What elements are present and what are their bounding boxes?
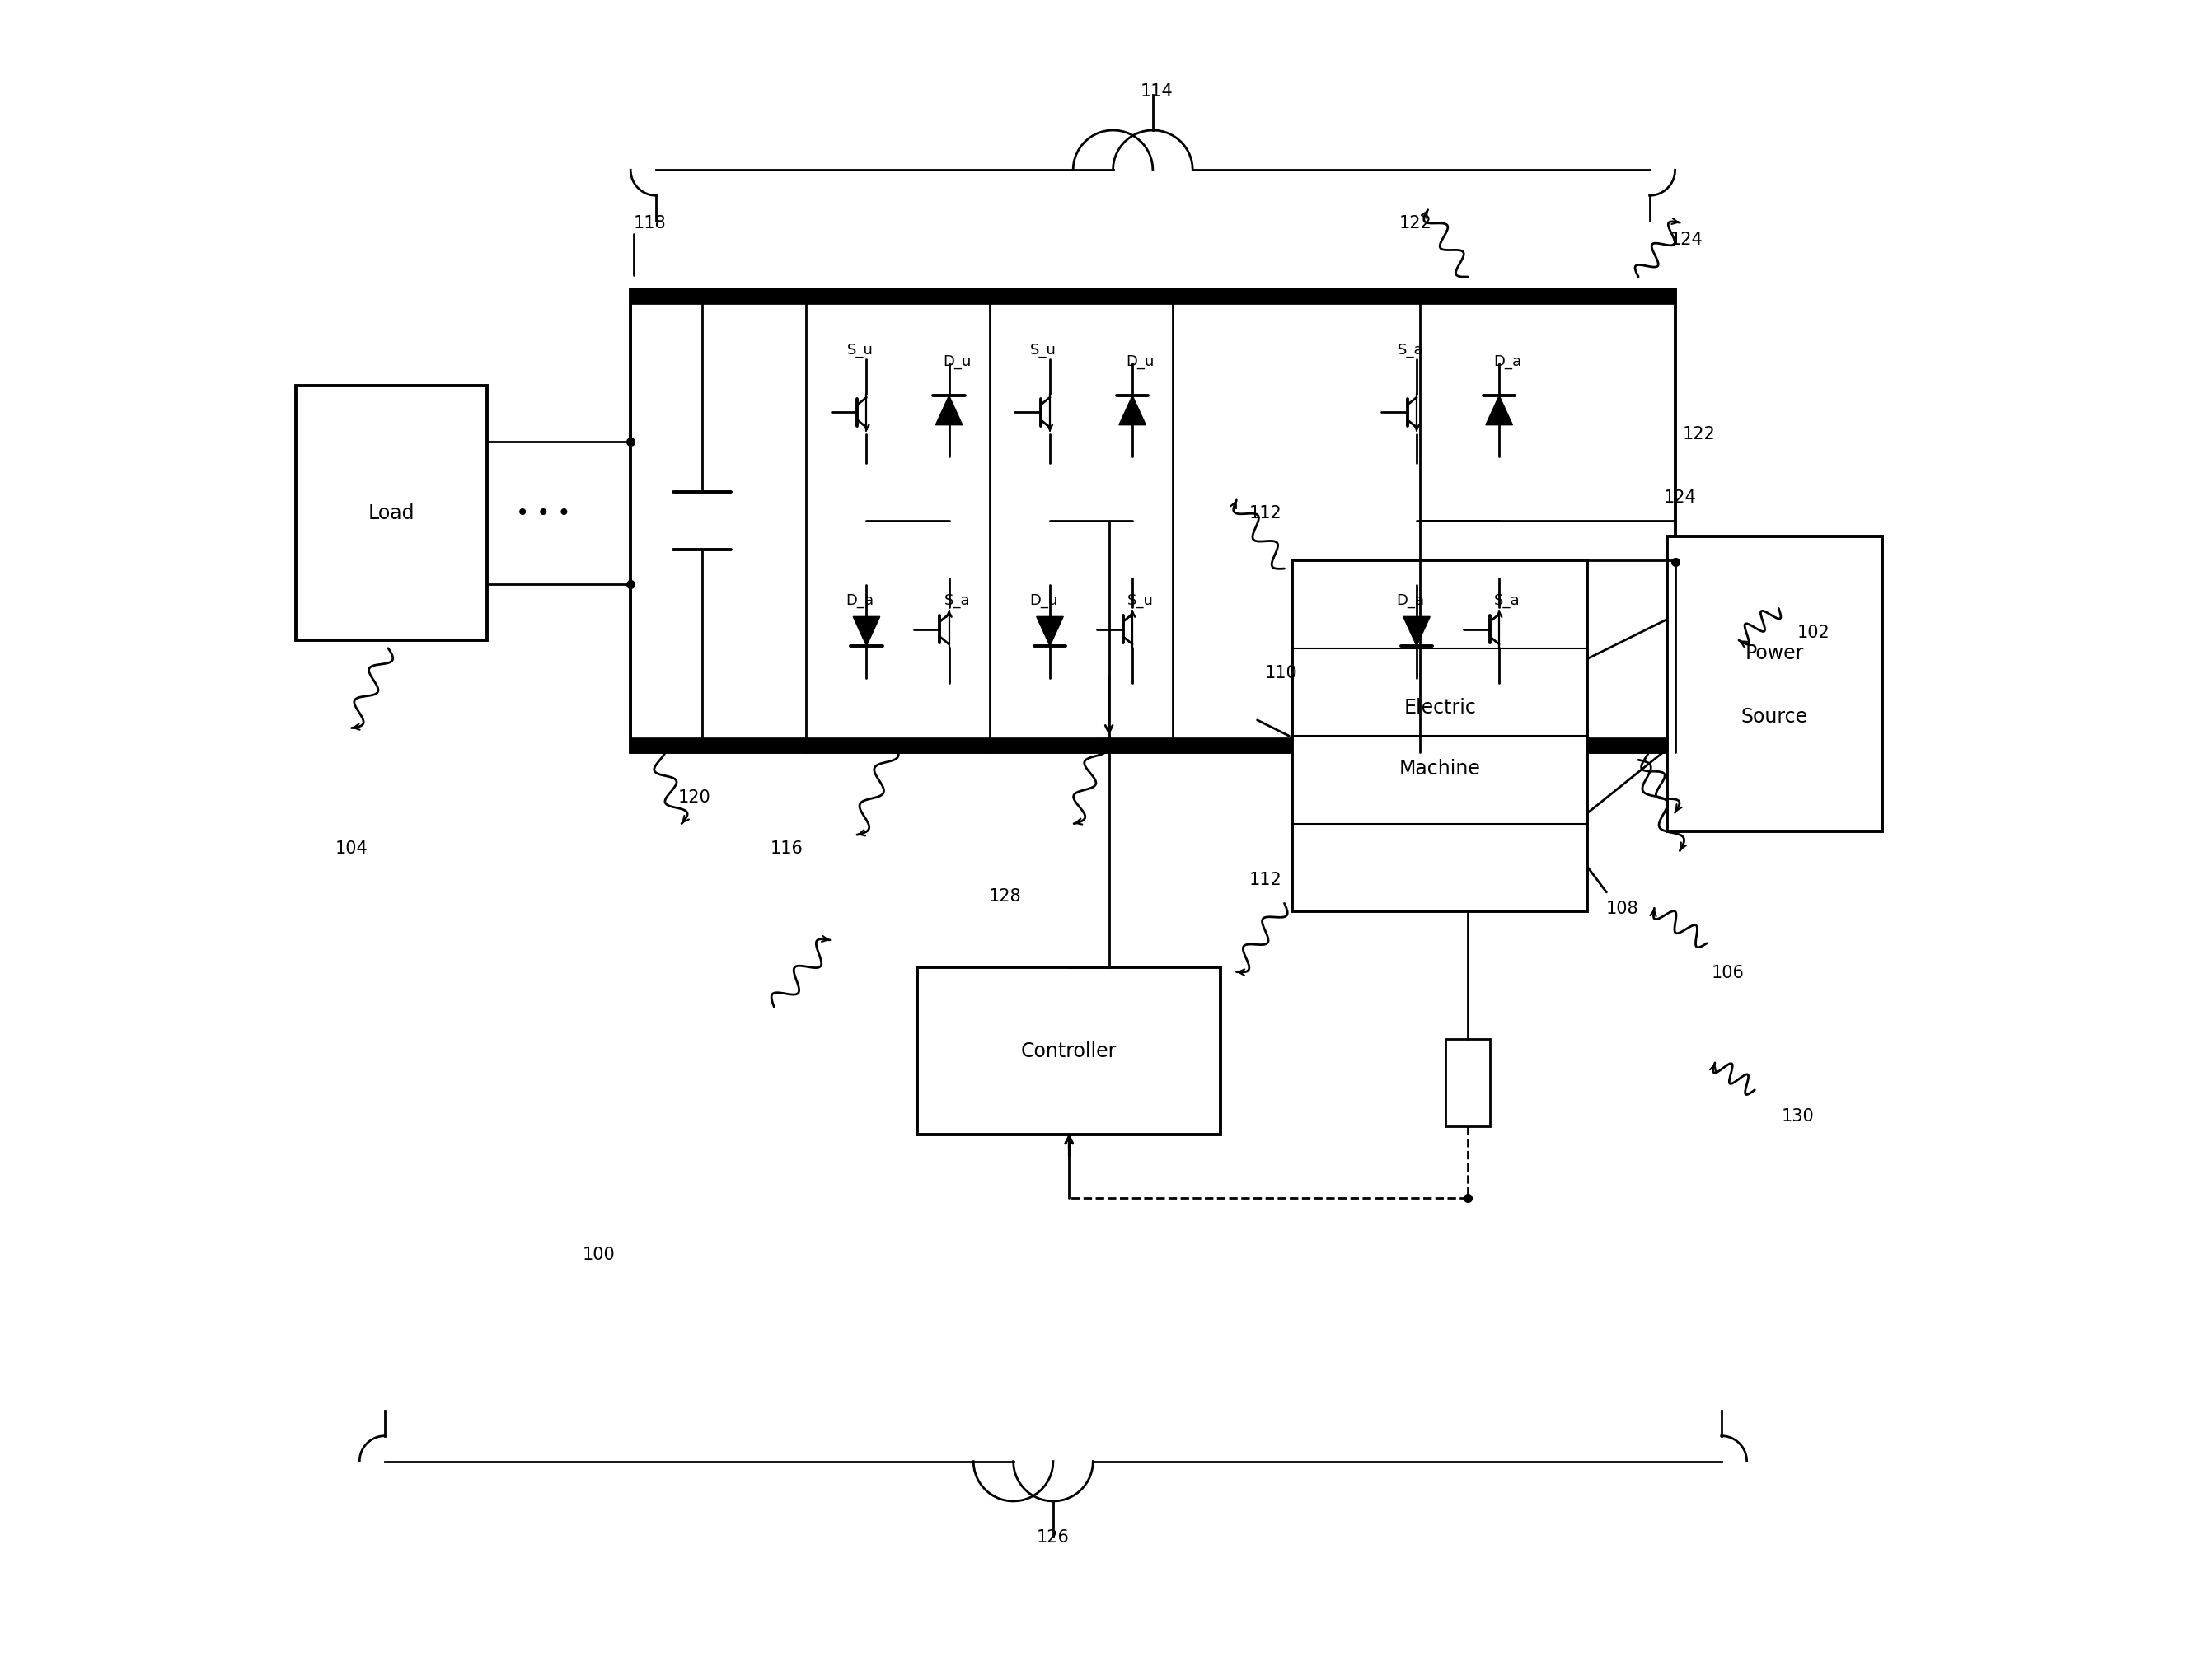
Text: D_u: D_u — [1125, 354, 1154, 368]
Text: S_u: S_u — [848, 343, 874, 358]
Text: 124: 124 — [1669, 232, 1702, 247]
Text: 128: 128 — [989, 887, 1022, 904]
Polygon shape — [936, 396, 962, 425]
Polygon shape — [1486, 396, 1513, 425]
Text: D_a: D_a — [846, 593, 874, 608]
Text: 112: 112 — [1249, 872, 1282, 889]
Text: 102: 102 — [1797, 625, 1830, 642]
Text: 112: 112 — [1249, 506, 1282, 521]
Text: D_u: D_u — [942, 354, 971, 368]
Text: Machine: Machine — [1398, 758, 1480, 778]
Bar — [630, 291, 1676, 304]
Text: S_a: S_a — [1398, 343, 1422, 358]
Text: 120: 120 — [678, 788, 711, 805]
Text: 122: 122 — [1398, 215, 1431, 232]
Text: • • •: • • • — [515, 502, 570, 524]
Text: S_u: S_u — [1031, 343, 1057, 358]
Bar — [918, 968, 1220, 1134]
Text: 110: 110 — [1264, 665, 1297, 680]
Bar — [1667, 538, 1883, 832]
Text: 126: 126 — [1037, 1529, 1070, 1544]
Text: S_a: S_a — [1495, 593, 1519, 608]
Text: 122: 122 — [1682, 425, 1715, 442]
Text: D_a: D_a — [1493, 354, 1522, 368]
Text: D_a: D_a — [1396, 593, 1425, 608]
Text: 104: 104 — [335, 840, 368, 857]
Polygon shape — [1403, 617, 1429, 647]
Text: 100: 100 — [581, 1247, 614, 1263]
Text: 124: 124 — [1663, 489, 1696, 506]
Text: 116: 116 — [771, 840, 804, 857]
Bar — [630, 738, 1676, 753]
Text: 108: 108 — [1605, 900, 1638, 917]
Text: 130: 130 — [1781, 1107, 1814, 1124]
Text: 114: 114 — [1141, 82, 1174, 99]
Text: Source: Source — [1742, 707, 1808, 726]
Bar — [1445, 1040, 1491, 1127]
Bar — [1293, 561, 1588, 912]
Polygon shape — [1037, 617, 1064, 647]
Text: Electric: Electric — [1403, 697, 1475, 717]
Text: S_u: S_u — [1127, 593, 1154, 608]
Polygon shape — [852, 617, 881, 647]
Polygon shape — [1119, 396, 1145, 425]
Text: 118: 118 — [634, 215, 665, 232]
Bar — [630, 291, 1676, 753]
Text: Controller: Controller — [1022, 1042, 1116, 1062]
Bar — [295, 386, 487, 640]
Text: 106: 106 — [1711, 964, 1744, 981]
Text: D_u: D_u — [1028, 593, 1057, 608]
Text: S_a: S_a — [945, 593, 971, 608]
Text: Load: Load — [368, 504, 414, 522]
Text: Power: Power — [1746, 643, 1803, 662]
